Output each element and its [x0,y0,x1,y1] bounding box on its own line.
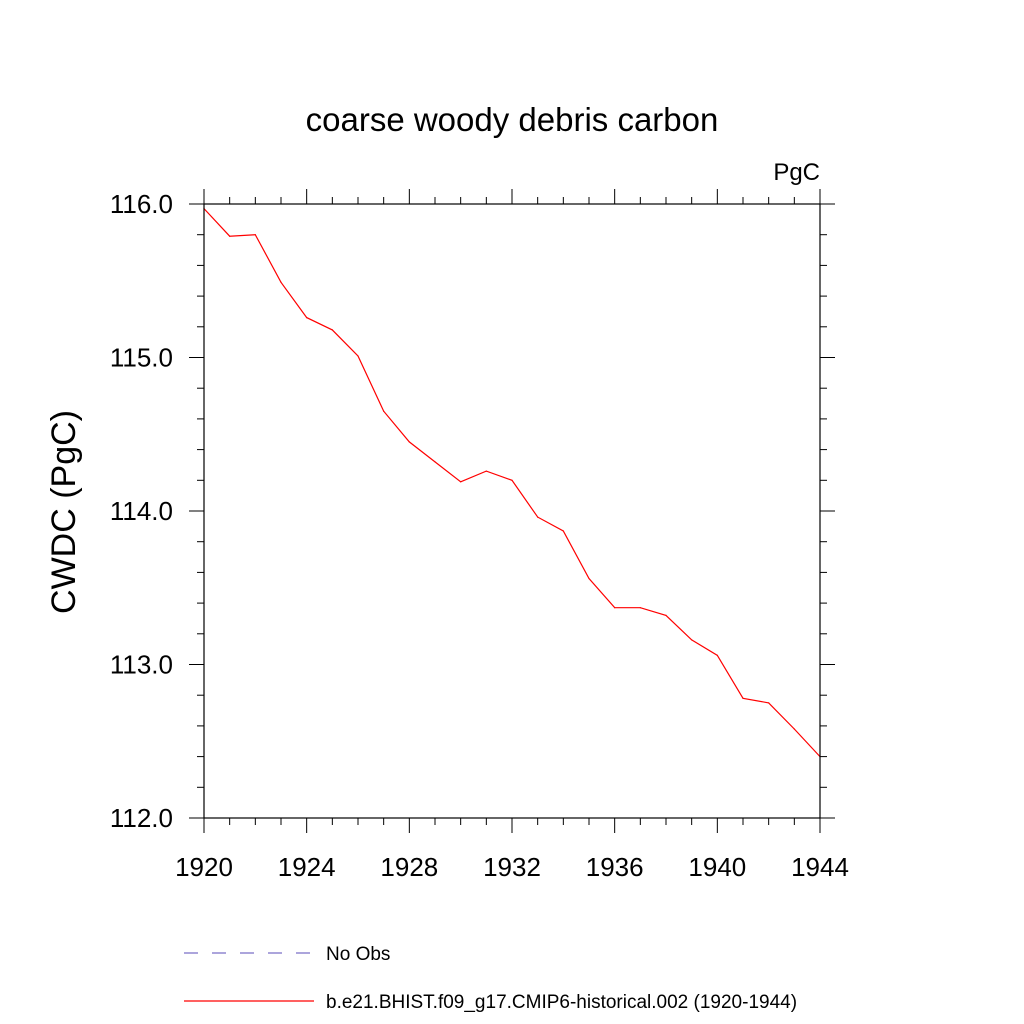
data-point [306,316,308,319]
data-series [203,208,821,758]
data-point [768,702,770,704]
x-tick-label: 1920 [175,852,233,882]
data-point [408,441,410,443]
y-tick-label: 113.0 [110,650,173,680]
x-tick-label: 1944 [791,852,849,882]
data-point [614,607,616,609]
data-point [742,697,744,699]
x-tick-label: 1940 [688,852,746,882]
plot-frame [203,203,821,819]
data-point [716,654,718,656]
x-tick-label: 1928 [380,852,438,882]
data-point [793,728,795,730]
data-point [588,577,590,580]
data-point [460,481,462,483]
data-point [331,329,333,331]
data-point [537,516,539,518]
y-tick-labels: 112.0 113.0 114.0 115.0 116.0 [110,189,173,833]
legend-label-historical: b.e21.BHIST.f09_g17.CMIP6-historical.002… [326,992,797,1013]
data-point [562,530,564,532]
data-point [229,235,231,237]
data-point [665,614,667,616]
x-tick-label: 1932 [483,852,541,882]
data-point [485,470,487,472]
data-point [639,607,641,609]
x-tick-label: 1924 [278,852,336,882]
legend: No Obs b.e21.BHIST.f09_g17.CMIP6-histori… [184,944,797,1013]
data-point [254,234,256,236]
x-tick-labels: 1920 1924 1928 1932 1936 1940 1944 [175,852,849,882]
units-label: PgC [773,159,820,186]
y-tick-label: 115.0 [110,343,173,373]
data-point [511,479,513,481]
data-point [280,281,282,283]
data-point [691,639,693,641]
y-axis-label: CWDC (PgC) [45,410,83,614]
y-tick-label: 116.0 [110,189,173,219]
legend-label-no-obs: No Obs [326,944,390,965]
data-point [383,410,385,412]
data-point [357,355,359,357]
axis-ticks [189,189,835,833]
chart-title: coarse woody debris carbon [306,101,719,138]
y-tick-label: 112.0 [110,803,173,833]
x-tick-label: 1936 [586,852,644,882]
data-point [434,461,436,463]
y-tick-label: 114.0 [110,496,173,526]
series-line-historical [203,208,821,758]
